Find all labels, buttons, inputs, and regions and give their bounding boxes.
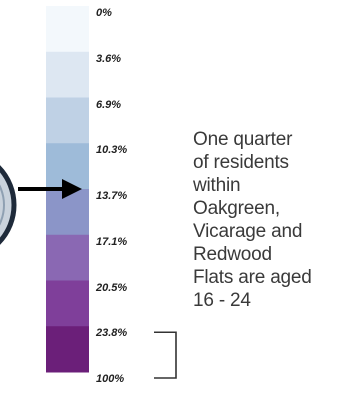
tick-label: 100% [96,373,125,385]
tick-label: 20.5% [96,281,128,294]
tick-label: 6.9% [96,98,122,111]
bracket-line [154,331,177,379]
ring-outer [0,165,17,245]
ring-inner [0,184,5,226]
color-bin-6 [46,234,89,281]
annotation-text: One quarter of residents within Oakgreen, Vi… [193,128,343,312]
annotation-line: Flats are aged [193,267,312,288]
annotation-line: Vicarage and [193,221,303,242]
tick-label: 10.3% [96,144,128,157]
color-bin-7 [46,280,89,327]
map-ring-fragment [0,165,17,245]
arrow-head [62,179,82,199]
tick-label: 0% [96,7,112,19]
tick-label: 3.6% [96,52,122,65]
annotation-line: Redwood [193,244,272,265]
color-bin-3 [46,97,89,144]
color-bin-8 [46,326,89,373]
range-bracket [154,331,177,379]
annotation-line: 16 - 24 [193,290,251,311]
tick-label: 17.1% [96,235,128,248]
annotation-line: of residents [193,152,289,173]
color-bin-1 [46,6,89,53]
annotation-line: within [193,175,241,196]
tick-label: 13.7% [96,190,128,202]
color-bin-5 [46,189,89,236]
tick-label: 23.8% [96,327,128,340]
color-bins [46,6,89,373]
color-bin-2 [46,51,89,98]
annotation-line: Oakgreen, [193,198,280,219]
pointer-arrow [18,179,82,199]
annotation-line: One quarter [193,129,293,150]
